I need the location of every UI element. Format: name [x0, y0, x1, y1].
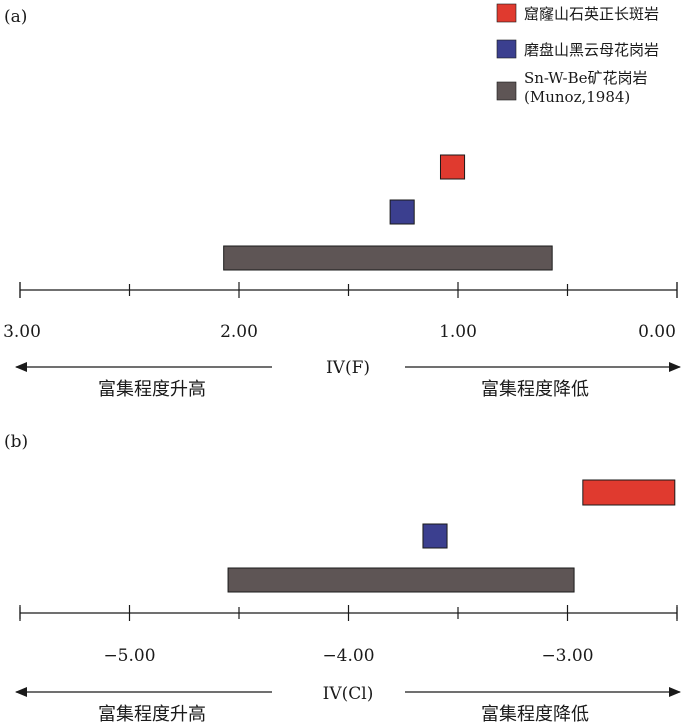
panel-label-a: (a)	[4, 7, 27, 27]
legend-swatch-mopanshan	[496, 39, 517, 59]
legend-swatch-kulongshan	[496, 3, 517, 23]
tick-label: 3.00	[3, 322, 41, 342]
panel-b: −5.00 −4.00 −3.00 IV(Cl) 富集程度升高 富集程度降低	[15, 479, 681, 725]
tick-label: 0.00	[638, 322, 676, 342]
tick-label: 1.00	[439, 322, 477, 342]
axis-title: IV(Cl)	[323, 684, 374, 704]
legend-label-sn-w-be-source: (Munoz,1984)	[524, 88, 630, 106]
legend-swatch-sn-w-be	[496, 81, 517, 101]
bar-1	[439, 154, 466, 180]
legend-label-kulongshan: 窟窿山石英正长斑岩	[524, 5, 659, 23]
tick-label: 2.00	[220, 322, 258, 342]
axis-title: IV(F)	[326, 358, 370, 378]
panel-a: 3.00 2.00 1.00 0.00 IV(F) 富集程度升高 富集程度降低	[3, 154, 681, 400]
arrow-label-right: 富集程度降低	[481, 379, 589, 400]
bar-3	[223, 245, 553, 271]
bar-2	[422, 523, 448, 549]
bar-2	[389, 199, 415, 225]
arrow-label-left: 富集程度升高	[98, 379, 206, 400]
legend-label-mopanshan: 磨盘山黑云母花岗岩	[524, 41, 659, 59]
tick-label: −3.00	[541, 646, 593, 666]
tick-label: −5.00	[103, 646, 155, 666]
arrow-label-left: 富集程度升高	[98, 704, 206, 725]
tick-label: −4.00	[322, 646, 374, 666]
bar-3	[227, 567, 575, 593]
panel-label-b: (b)	[4, 432, 28, 452]
legend: 窟窿山石英正长斑岩 磨盘山黑云母花岗岩 Sn-W-Be矿花岗岩 (Munoz,1…	[496, 3, 659, 106]
legend-label-sn-w-be: Sn-W-Be矿花岗岩	[524, 69, 647, 87]
arrow-label-right: 富集程度降低	[481, 704, 589, 725]
bar-1	[582, 479, 676, 506]
